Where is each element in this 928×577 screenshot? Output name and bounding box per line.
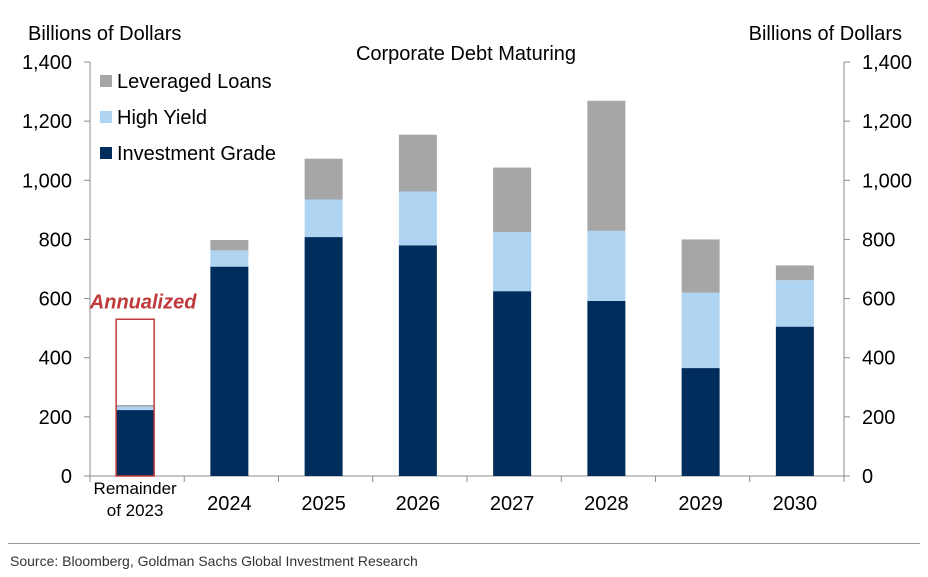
bar-investment-grade-remainder-of-2023	[116, 410, 155, 476]
bar-high-yield-2026	[398, 191, 437, 246]
bar-high-yield-2029	[681, 292, 720, 369]
bar-high-yield-2025	[304, 199, 343, 238]
right-tick-label: 200	[862, 407, 895, 429]
bar-leveraged-loans-2024	[210, 240, 249, 251]
source-divider	[8, 543, 920, 544]
right-tick-label: 800	[862, 229, 895, 251]
bar-investment-grade-2029	[681, 368, 720, 476]
bar-high-yield-2028	[587, 230, 626, 301]
bar-investment-grade-2028	[587, 300, 626, 476]
bar-high-yield-remainder-of-2023	[116, 406, 155, 411]
right-tick-label: 1,400	[862, 52, 912, 74]
left-tick-label: 0	[61, 466, 72, 488]
legend-label-leveraged-loans: Leveraged Loans	[117, 71, 272, 93]
bar-investment-grade-2027	[493, 291, 532, 476]
bar-leveraged-loans-2026	[398, 134, 437, 192]
legend-swatch-leveraged-loans	[100, 75, 112, 87]
x-tick-label: 2029	[678, 493, 723, 515]
bar-leveraged-loans-2028	[587, 100, 626, 231]
x-tick-label: 2027	[490, 493, 535, 515]
x-tick-label: 2025	[301, 493, 346, 515]
left-tick-label: 600	[39, 289, 72, 311]
legend-label-high-yield: High Yield	[117, 107, 207, 129]
chart-title: Corporate Debt Maturing	[356, 43, 576, 65]
bar-investment-grade-2030	[775, 326, 814, 476]
x-tick-label: of 2023	[107, 501, 164, 520]
left-tick-label: 400	[39, 348, 72, 370]
bar-leveraged-loans-2030	[775, 265, 814, 281]
left-axis-title: Billions of Dollars	[28, 23, 181, 45]
x-tick-label: Remainder	[94, 479, 177, 498]
right-tick-label: 0	[862, 466, 873, 488]
bar-investment-grade-2025	[304, 237, 343, 476]
bar-leveraged-loans-2029	[681, 239, 720, 293]
annualized-outline	[115, 318, 155, 477]
left-tick-label: 1,200	[22, 111, 72, 133]
bar-high-yield-2027	[493, 232, 532, 292]
right-tick-label: 400	[862, 348, 895, 370]
legend-label-investment-grade: Investment Grade	[117, 143, 276, 165]
x-tick-label: 2030	[773, 493, 818, 515]
right-tick-label: 1,200	[862, 111, 912, 133]
bar-leveraged-loans-2027	[493, 167, 532, 233]
bar-leveraged-loans-remainder-of-2023	[116, 405, 155, 407]
legend-swatch-high-yield	[100, 111, 112, 123]
corporate-debt-chart: 0 0 200 200 400 400 600 600 800 800 1,000 1,000 1,20…	[22, 23, 912, 520]
bar-high-yield-2024	[210, 250, 249, 267]
right-tick-label: 1,000	[862, 170, 912, 192]
right-tick-label: 600	[862, 289, 895, 311]
left-tick-label: 1,000	[22, 170, 72, 192]
left-tick-label: 1,400	[22, 52, 72, 74]
bar-investment-grade-2024	[210, 266, 249, 476]
x-tick-label: 2024	[207, 493, 252, 515]
bar-investment-grade-2026	[398, 245, 437, 476]
legend-swatch-investment-grade	[100, 147, 112, 159]
source-note: Source: Bloomberg, Goldman Sachs Global …	[10, 553, 418, 569]
bar-leveraged-loans-2025	[304, 158, 343, 200]
x-tick-label: 2028	[584, 493, 629, 515]
annualized-label: Annualized	[89, 291, 197, 313]
bar-high-yield-2030	[775, 280, 814, 327]
x-tick-label: 2026	[396, 493, 441, 515]
left-tick-label: 200	[39, 407, 72, 429]
right-axis-title: Billions of Dollars	[749, 23, 902, 45]
left-tick-label: 800	[39, 229, 72, 251]
